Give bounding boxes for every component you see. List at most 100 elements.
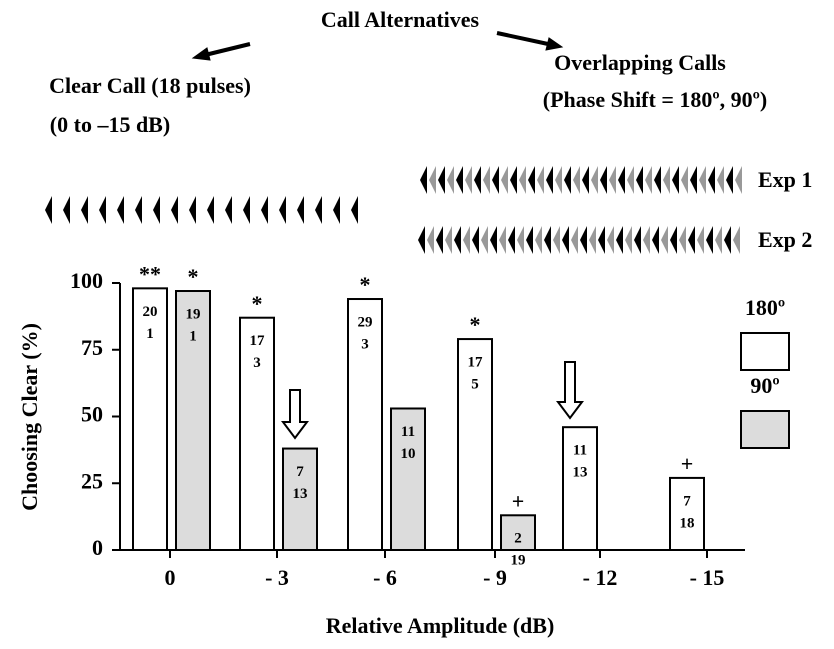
bar: [458, 339, 492, 550]
pulse: [481, 226, 488, 254]
pulse: [63, 196, 70, 224]
chart: Call Alternatives Clear Call (18 pulses)…: [0, 0, 834, 644]
pulse: [706, 226, 713, 254]
count-label: 13: [573, 465, 588, 481]
pulse: [465, 166, 472, 194]
pulse: [456, 166, 463, 194]
pulse: [333, 196, 340, 224]
significance: **: [139, 261, 161, 286]
pulse: [580, 226, 587, 254]
pulse: [679, 226, 686, 254]
significance: *: [470, 312, 481, 337]
x-tick-label: - 15: [690, 565, 725, 590]
pulse: [438, 166, 445, 194]
pulse: [618, 166, 625, 194]
pulse: [99, 196, 106, 224]
pulse: [717, 166, 724, 194]
pulse: [670, 226, 677, 254]
pulse: [436, 226, 443, 254]
significance: +: [512, 488, 525, 513]
pulse: [297, 196, 304, 224]
pulse: [598, 226, 605, 254]
left-label: (0 to –15 dB): [50, 112, 170, 137]
x-tick-label: - 12: [583, 565, 618, 590]
pulse: [634, 226, 641, 254]
pulse: [315, 196, 322, 224]
pulse: [261, 196, 268, 224]
pulse: [171, 196, 178, 224]
x-axis-title: Relative Amplitude (dB): [326, 613, 555, 638]
pulse: [483, 166, 490, 194]
pulse: [279, 196, 286, 224]
pulse: [546, 166, 553, 194]
left-label: Clear Call (18 pulses): [49, 73, 251, 98]
count-label: 13: [293, 486, 308, 502]
legend-label: 90º: [750, 373, 779, 398]
pulse: [672, 166, 679, 194]
count-label: 19: [511, 553, 526, 569]
pulse: [135, 196, 142, 224]
significance: +: [681, 451, 694, 476]
pulse: [690, 166, 697, 194]
pulse: [45, 196, 52, 224]
pulse: [418, 226, 425, 254]
pulse: [474, 166, 481, 194]
pulse: [445, 226, 452, 254]
count-label: 17: [250, 333, 266, 349]
right-label: Overlapping Calls: [554, 50, 726, 75]
x-tick-label: 0: [165, 565, 176, 590]
pulse: [429, 166, 436, 194]
pulse: [607, 226, 614, 254]
pulse: [663, 166, 670, 194]
pulse: [661, 226, 668, 254]
pulse: [708, 166, 715, 194]
pulse: [454, 226, 461, 254]
pulse: [591, 166, 598, 194]
pulse: [499, 226, 506, 254]
count-label: 11: [573, 443, 587, 459]
pulse: [697, 226, 704, 254]
pulse: [501, 166, 508, 194]
pulse: [582, 166, 589, 194]
pulse: [724, 226, 731, 254]
significance: *: [188, 264, 199, 289]
pulse: [600, 166, 607, 194]
pulse: [490, 226, 497, 254]
pulse: [427, 226, 434, 254]
x-tick-label: - 9: [483, 565, 507, 590]
pulse: [571, 226, 578, 254]
pulse: [463, 226, 470, 254]
pulse: [81, 196, 88, 224]
arrow: [193, 33, 562, 60]
pulse: [652, 226, 659, 254]
pulse: [351, 196, 358, 224]
bar: [240, 318, 274, 550]
x-tick-label: - 3: [265, 565, 289, 590]
legend-swatch: [741, 333, 789, 370]
count-label: 29: [358, 314, 373, 330]
count-label: 20: [143, 304, 158, 320]
pulse: [153, 196, 160, 224]
pulse: [589, 226, 596, 254]
pulse: [189, 196, 196, 224]
count-label: 3: [361, 336, 369, 352]
count-label: 10: [401, 446, 416, 462]
pulse: [733, 226, 740, 254]
pulse: [519, 166, 526, 194]
y-axis-title: Choosing Clear (%): [17, 323, 42, 511]
count-label: 7: [683, 493, 691, 509]
pulse: [735, 166, 742, 194]
pulse: [447, 166, 454, 194]
pulse: [726, 166, 733, 194]
pulse: [564, 166, 571, 194]
pulse: [225, 196, 232, 224]
significance: *: [252, 291, 263, 316]
exp-label: Exp 1: [758, 167, 812, 192]
pulse: [207, 196, 214, 224]
pulse: [528, 166, 535, 194]
pulse: [508, 226, 515, 254]
y-tick-label: 0: [92, 535, 103, 560]
count-label: 1: [146, 326, 154, 342]
pulse: [562, 226, 569, 254]
pulse: [715, 226, 722, 254]
